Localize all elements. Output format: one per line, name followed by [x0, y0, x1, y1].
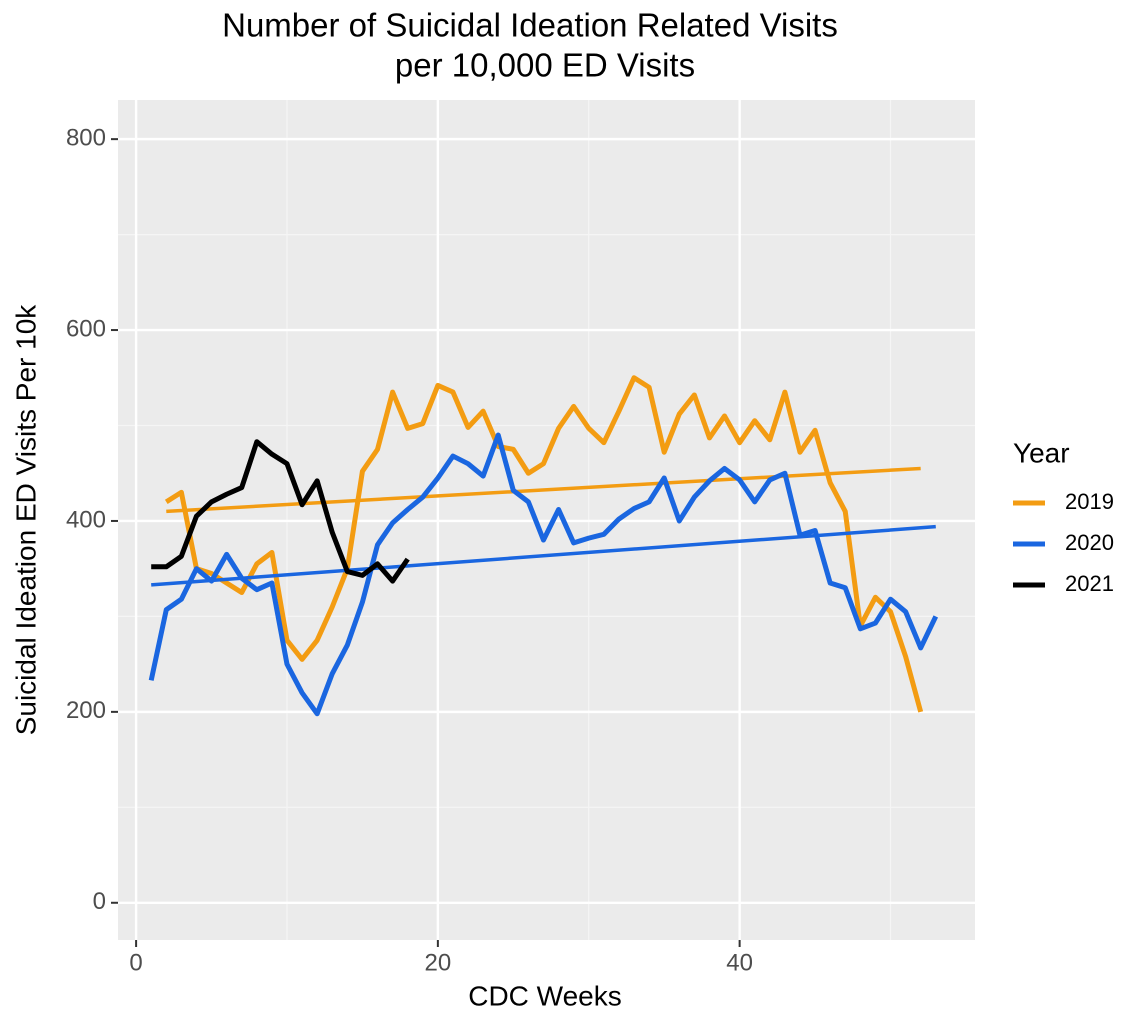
legend-label: 2021	[1065, 571, 1114, 596]
series-line	[164, 375, 924, 713]
trend-line	[151, 524, 936, 587]
series-line	[148, 432, 939, 717]
y-tick-label: 800	[66, 124, 106, 151]
x-tick-label: 20	[425, 949, 452, 976]
y-tick-label: 400	[66, 506, 106, 533]
x-tick-label: 40	[726, 949, 753, 976]
legend-title: Year	[1013, 437, 1070, 468]
y-tick-label: 0	[93, 888, 106, 915]
y-axis-label: Suicidal Ideation ED Visits Per 10k	[10, 304, 41, 736]
x-axis-label: CDC Weeks	[468, 980, 622, 1011]
x-tick-label: 0	[129, 949, 142, 976]
legend-label: 2020	[1065, 530, 1114, 555]
legend-label: 2019	[1065, 489, 1114, 514]
y-tick-label: 200	[66, 697, 106, 724]
chart-subtitle: per 10,000 ED Visits	[395, 47, 695, 84]
series-line	[151, 439, 410, 584]
trend-line	[166, 466, 921, 514]
chart-title: Number of Suicidal Ideation Related Visi…	[222, 7, 838, 44]
y-tick-label: 600	[66, 315, 106, 342]
